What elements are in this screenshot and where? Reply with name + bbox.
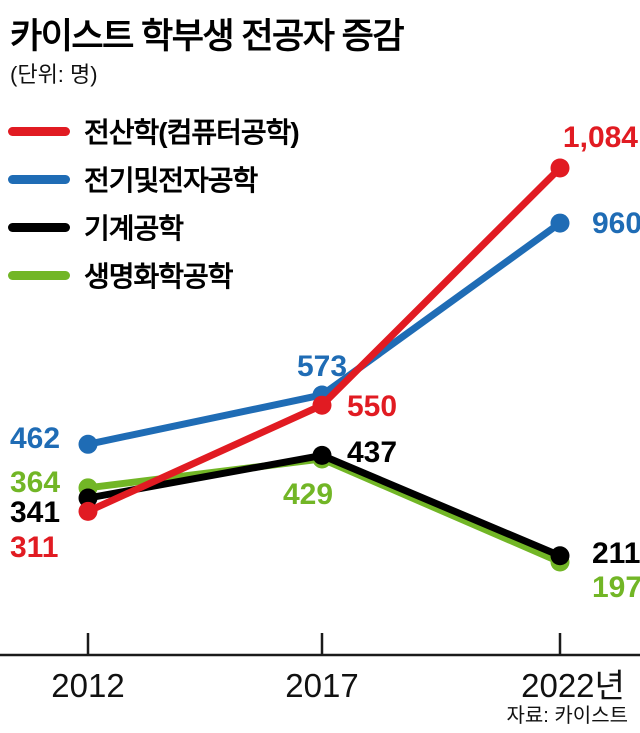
data-point [78,488,98,508]
legend-label-computer-science: 전산학(컴퓨터공학) [84,117,300,148]
data-point [550,546,570,566]
legend-label-electrical-engineering: 전기및전자공학 [84,165,258,196]
legend-item-computer-science: 전산학(컴퓨터공학) [8,107,300,155]
data-label: 960 [592,207,640,240]
source-label: 자료: 카이스트 [506,705,628,727]
data-point [550,158,570,178]
unit-label: (단위: 명) [10,62,98,87]
data-label: 429 [283,478,333,511]
legend-swatch-blue [8,174,70,184]
legend-swatch-red [8,126,70,136]
legend-item-biochemical-engineering: 생명화학공학 [8,251,299,299]
data-label: 1,084 [563,121,638,154]
x-axis-label: 2012 [51,667,124,704]
legend-item-electrical-engineering: 전기및전자공학 [8,155,299,203]
legend-label-mechanical-engineering: 기계공학 [84,213,184,244]
data-point [78,434,98,454]
legend-swatch-black [8,222,70,232]
data-label: 462 [10,422,60,455]
data-label: 197 [592,571,640,604]
data-point [550,213,570,233]
data-label: 550 [347,390,397,423]
data-point [78,501,98,521]
legend-label-biochemical-engineering: 생명화학공학 [84,261,234,292]
x-axis-label: 2017 [285,667,358,704]
page-title: 카이스트 학부생 전공자 증감 [10,17,405,56]
data-label: 311 [10,531,58,564]
data-label: 211 [592,537,640,570]
legend-item-mechanical-engineering: 기계공학 [8,203,299,251]
data-label: 341 [10,496,60,529]
x-axis-label: 2022년 [521,667,625,704]
data-point [312,445,332,465]
data-label: 573 [297,350,347,383]
data-point [312,395,332,415]
legend: 전산학(컴퓨터공학) 전기및전자공학 기계공학 생명화학공학 [8,107,300,299]
legend-swatch-green [8,270,70,280]
data-label: 364 [10,466,60,499]
data-label: 437 [347,436,397,469]
